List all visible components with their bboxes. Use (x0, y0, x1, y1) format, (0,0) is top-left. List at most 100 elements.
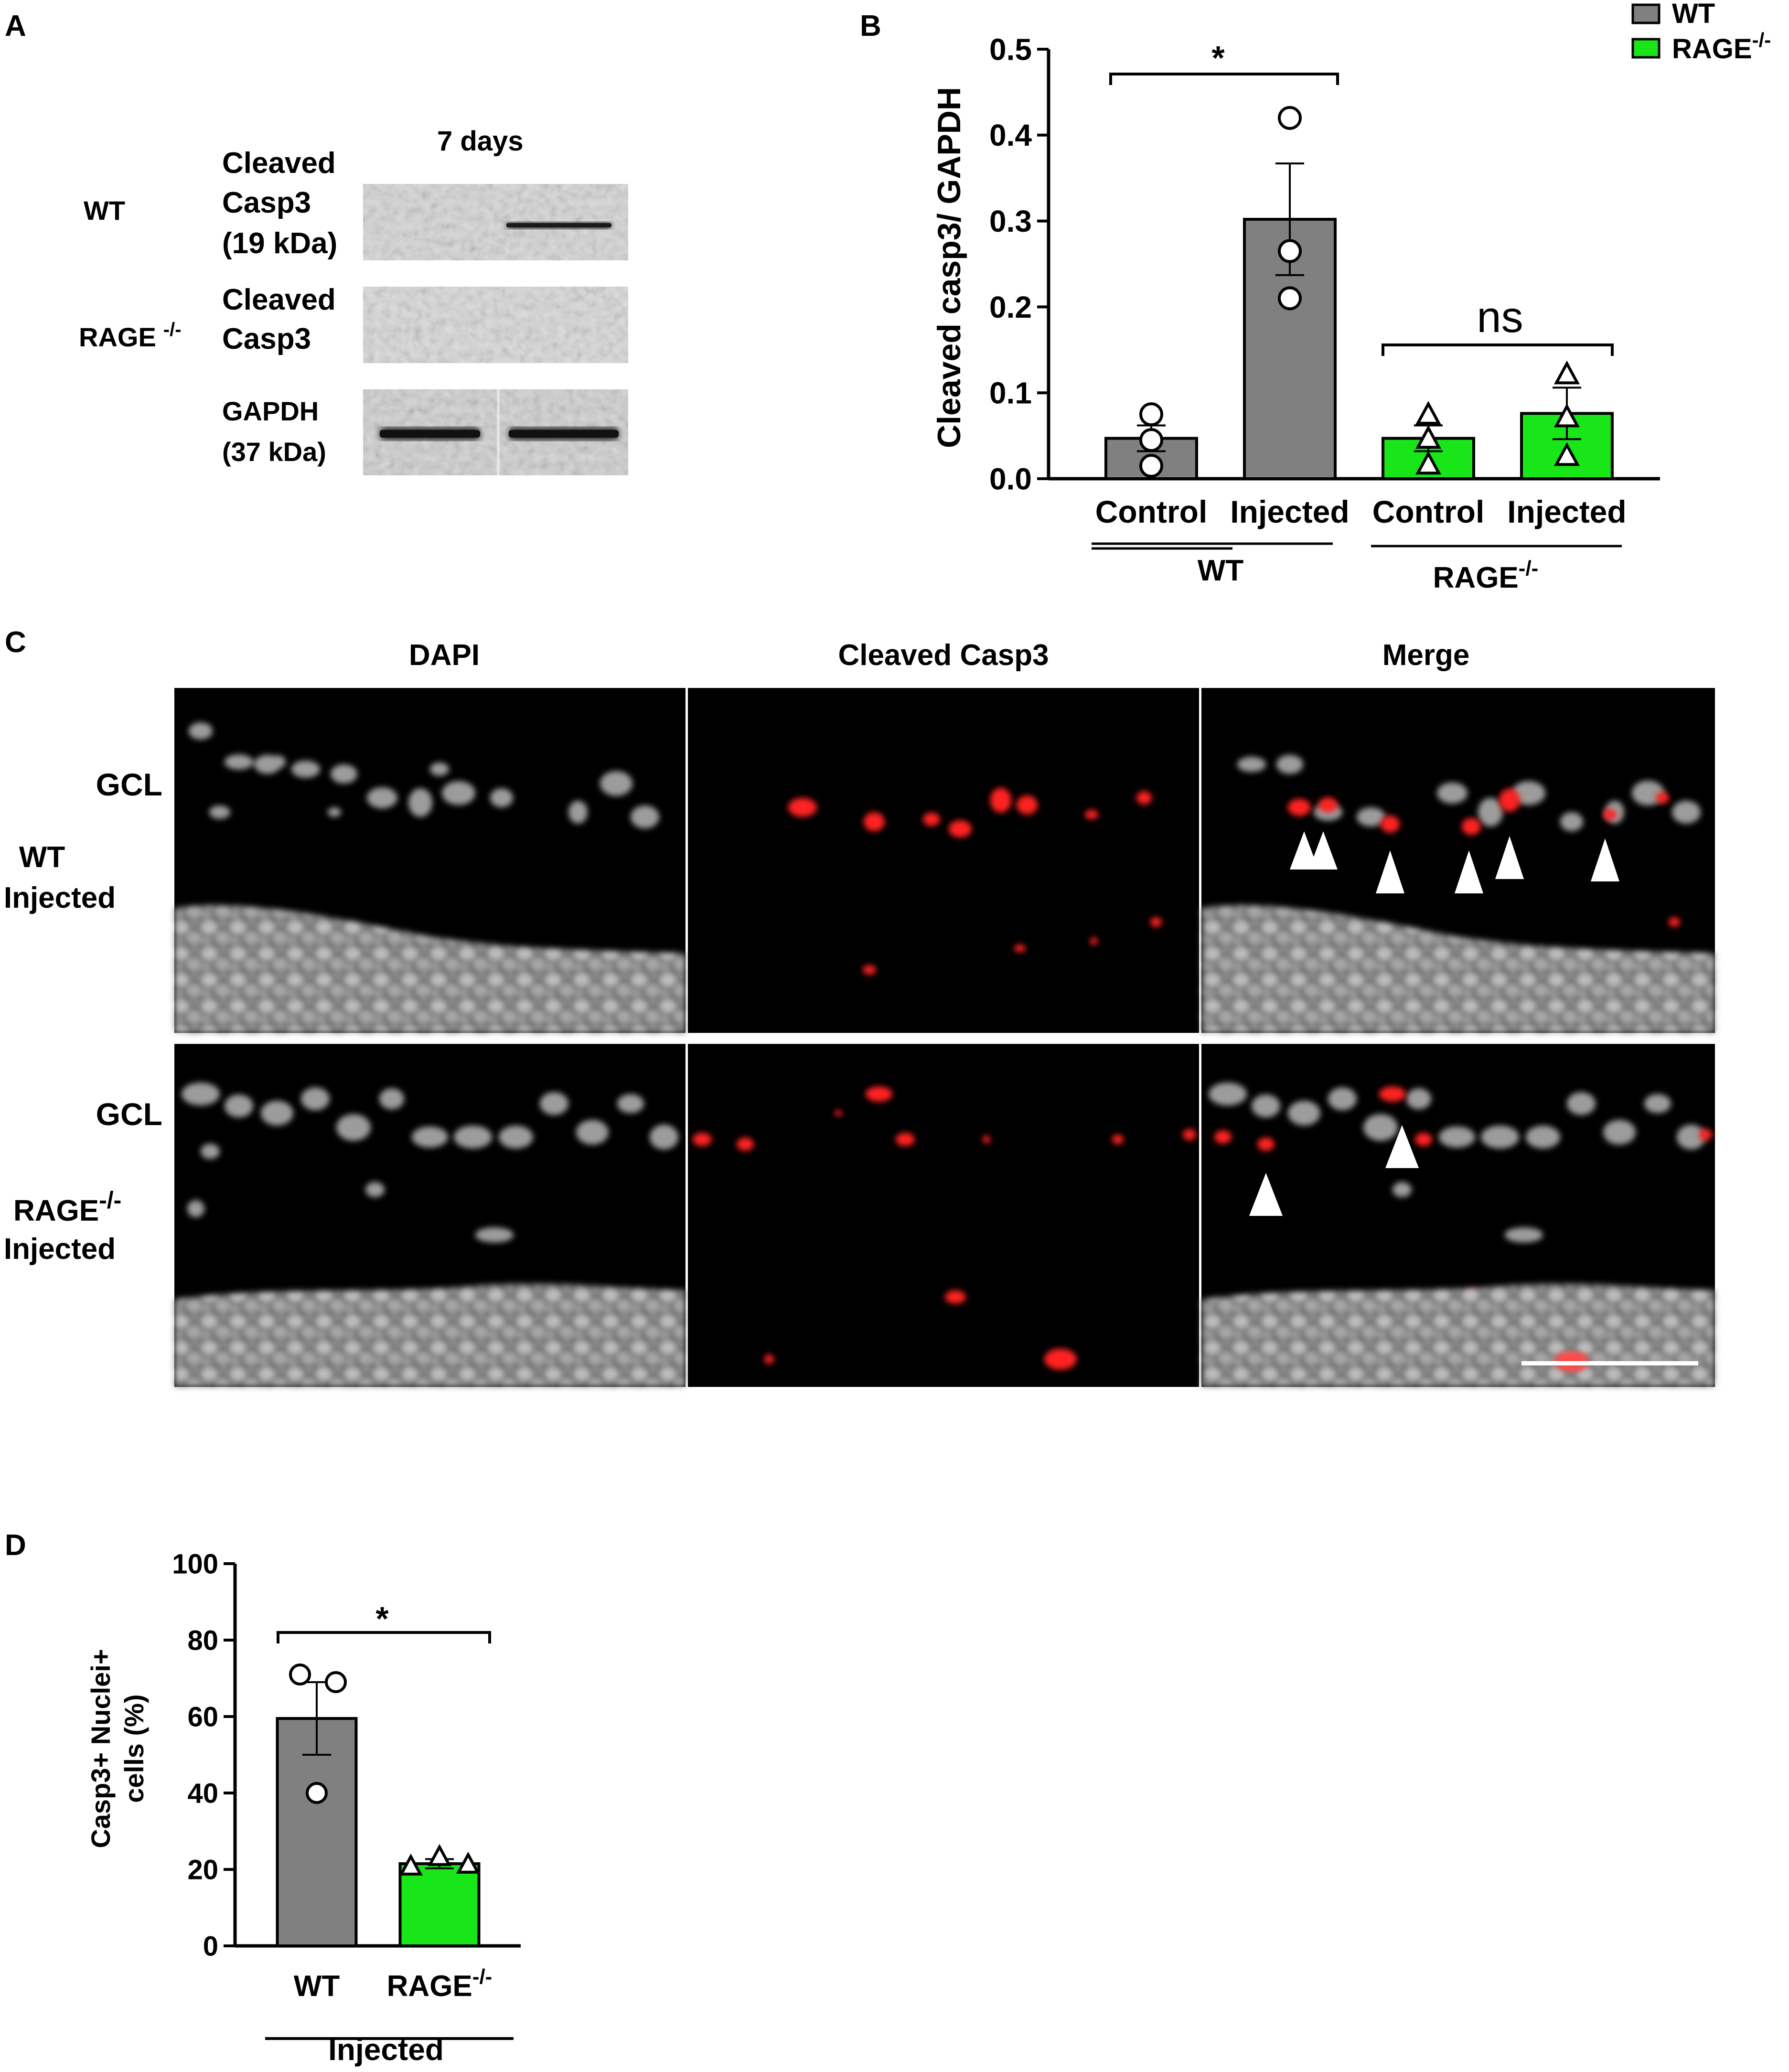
data-point-b (1139, 428, 1163, 452)
bar-d (398, 1862, 481, 1947)
column-header-casp3: Cleaved Casp3 (838, 639, 1049, 672)
group-labels-b: WT RAGE-/- (1092, 542, 1622, 594)
x-tick-label-b: Injected (1507, 494, 1626, 529)
inl-layer (1201, 905, 1715, 1033)
panel-a-label: A (5, 10, 26, 43)
data-point-b (1553, 360, 1580, 385)
micrograph-rage-dapi (174, 1044, 686, 1387)
y-tick-label-d: 80 (187, 1625, 218, 1656)
x-tick-label-b: Control (1095, 494, 1208, 529)
sig-label-d: * (375, 1600, 389, 1637)
band-label-wt-1: Cleaved (222, 147, 336, 180)
arrowhead-icon (1385, 1125, 1419, 1168)
arrowhead-icon (1591, 838, 1619, 881)
panel-a: A 7 days WT RAGE -/- Cleaved Casp3 (19 kD… (5, 10, 628, 475)
gcl-nuclei (182, 1083, 678, 1243)
arrowhead-icon (1455, 850, 1483, 893)
inl-layer (174, 905, 686, 1033)
inl-layer (174, 1284, 686, 1387)
band-wt-injected-core (506, 223, 611, 227)
gcl-nuclei (189, 722, 659, 828)
x-tick-label-d: WT (294, 1970, 340, 2003)
micrograph-wt-merge (1201, 688, 1715, 1033)
arrowhead-icon (1495, 836, 1524, 879)
data-point-d (398, 1853, 423, 1876)
micrograph-grid (174, 688, 1715, 1387)
row2-gcl-label: GCL (96, 1096, 162, 1132)
band-label-rage-1: Cleaved (222, 283, 336, 316)
row1-label-2: Injected (4, 881, 116, 914)
time-label: 7 days (437, 126, 524, 157)
bars-b: Control Injected Control Injected (1095, 106, 1627, 529)
x-tick-label-text: WT (294, 1970, 340, 2003)
arrowhead-icon (1309, 831, 1338, 870)
group-label-wt: WT (1198, 554, 1244, 587)
y-tick-label-b: 0.3 (989, 204, 1032, 238)
scale-bar (1521, 1361, 1698, 1365)
data-point-b (1278, 106, 1302, 130)
row1-gcl-label: GCL (96, 767, 162, 802)
y-tick-label-d: 40 (187, 1778, 218, 1809)
legend-swatch-rage (1631, 38, 1660, 59)
significance-b: * ns (1109, 39, 1614, 356)
lane-gap (497, 389, 500, 475)
micrograph-wt-casp3 (688, 688, 1199, 1033)
y-axis-label-b: Cleaved casp3/ GAPDH (931, 87, 967, 448)
sig-bracket-d (277, 1631, 491, 1643)
panel-d: D Casp3+ Nuclei+ cells (%) 020406080100 … (5, 1529, 521, 2067)
western-blot (363, 184, 628, 475)
casp3-puncta (693, 1086, 1196, 1370)
legend-label-wt: WT (1672, 0, 1715, 29)
x-tick-label-b: Control (1372, 494, 1485, 529)
band-label-wt-3: (19 kDa) (222, 227, 337, 260)
row2-label-1: RAGE-/- (13, 1187, 121, 1227)
data-point-d (456, 1851, 481, 1874)
blot-texture (363, 287, 628, 363)
legend-swatch-wt (1631, 3, 1660, 24)
data-point-d (289, 1664, 311, 1686)
y-axis-label-d-1: Casp3+ Nuclei+ (86, 1649, 116, 1848)
image-background (688, 688, 1199, 1033)
arrowhead-icon (1290, 831, 1318, 870)
band-label-wt-2: Casp3 (222, 186, 311, 219)
group-label-rage: RAGE-/- (1433, 557, 1539, 594)
data-point-b (1553, 403, 1580, 428)
panel-c-label: C (5, 626, 26, 659)
row1-label-1: WT (19, 841, 65, 874)
micrograph-wt-dapi (174, 688, 686, 1033)
data-point-d (306, 1782, 328, 1804)
panel-d-label: D (5, 1529, 26, 1562)
data-point-b (1415, 451, 1442, 475)
data-point-b (1415, 425, 1442, 449)
sig-label-wt: * (1211, 39, 1225, 76)
sig-bracket-rage (1382, 344, 1614, 356)
sig-bracket-wt (1109, 73, 1339, 85)
panel-b-label: B (860, 10, 881, 43)
y-tick-label-d: 20 (187, 1854, 218, 1885)
x-tick-label-d: RAGE-/- (387, 1965, 493, 2003)
data-point-b (1278, 286, 1302, 311)
arrowhead-icon (1249, 1173, 1283, 1216)
image-background (688, 1044, 1199, 1387)
row2-label-2: Injected (4, 1233, 116, 1266)
x-tick-label-text: RAGE (387, 1970, 472, 2003)
casp3-puncta (1288, 789, 1680, 927)
column-header-dapi: DAPI (409, 639, 480, 672)
x-tick-label-b: Injected (1230, 494, 1349, 529)
band-gapdh-injected-core (509, 430, 619, 438)
y-tick-label-b: 0.0 (989, 462, 1032, 496)
y-tick-label-b: 0.1 (989, 376, 1032, 410)
bars-d: WT RAGE-/- (276, 1664, 493, 2003)
gcl-nuclei (1237, 755, 1701, 831)
y-tick-label-d: 60 (187, 1701, 218, 1732)
legend: WT RAGE-/- (1631, 0, 1771, 64)
inl-layer (1201, 1284, 1715, 1387)
x-tick-superscript: -/- (472, 1965, 493, 1988)
arrowheads (1290, 831, 1619, 893)
panel-b: B WT RAGE-/- Cleaved casp3/ GAPDH 0.0 0.1… (860, 0, 1771, 594)
legend-label-rage: RAGE-/- (1672, 29, 1771, 64)
band-gapdh-control-core (380, 430, 480, 438)
band-label-gapdh-1: GAPDH (222, 396, 319, 426)
y-tick-label-d: 100 (172, 1548, 218, 1579)
